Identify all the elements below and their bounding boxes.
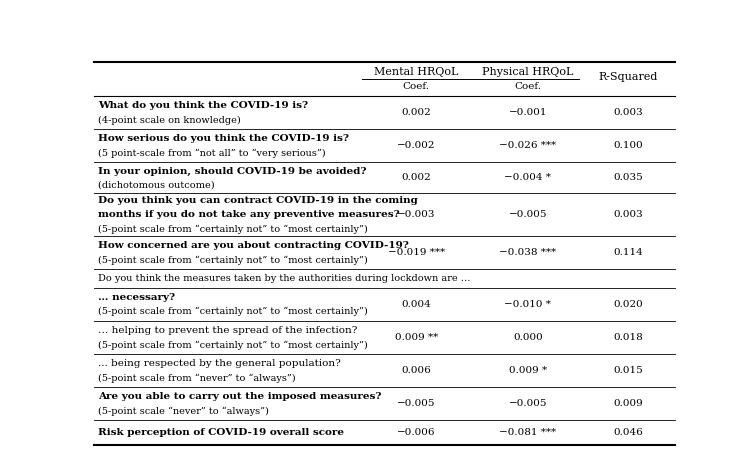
Text: −0.006: −0.006 (397, 428, 436, 437)
Text: −0.038 ***: −0.038 *** (500, 249, 556, 257)
Text: 0.035: 0.035 (614, 173, 644, 183)
Text: Coef.: Coef. (514, 82, 541, 91)
Text: 0.009 **: 0.009 ** (394, 333, 438, 342)
Text: 0.114: 0.114 (614, 249, 644, 257)
Text: How concerned are you about contracting COVID-19?: How concerned are you about contracting … (98, 241, 409, 250)
Text: 0.004: 0.004 (401, 300, 431, 309)
Text: 0.015: 0.015 (614, 366, 644, 375)
Text: (dichotomous outcome): (dichotomous outcome) (98, 180, 214, 189)
Text: −0.026 ***: −0.026 *** (500, 141, 556, 150)
Text: Are you able to carry out the imposed measures?: Are you able to carry out the imposed me… (98, 392, 381, 401)
Text: Do you think you can contract COVID-19 in the coming: Do you think you can contract COVID-19 i… (98, 196, 417, 205)
Text: … necessary?: … necessary? (98, 292, 175, 302)
Text: Mental HRQoL: Mental HRQoL (374, 66, 458, 77)
Text: 0.002: 0.002 (401, 173, 431, 183)
Text: 0.020: 0.020 (614, 300, 644, 309)
Text: −0.005: −0.005 (509, 210, 547, 219)
Text: −0.004 *: −0.004 * (504, 173, 551, 183)
Text: 0.018: 0.018 (614, 333, 644, 342)
Text: 0.009 *: 0.009 * (509, 366, 547, 375)
Text: In your opinion, should COVID-19 be avoided?: In your opinion, should COVID-19 be avoi… (98, 167, 366, 176)
Text: 0.046: 0.046 (614, 428, 644, 437)
Text: 0.006: 0.006 (401, 366, 431, 375)
Text: ... being respected by the general population?: ... being respected by the general popul… (98, 359, 340, 368)
Text: 0.000: 0.000 (513, 333, 542, 342)
Text: 0.003: 0.003 (614, 108, 644, 117)
Text: (5-point scale from “certainly not” to “most certainly”): (5-point scale from “certainly not” to “… (98, 224, 368, 234)
Text: 0.100: 0.100 (614, 141, 644, 150)
Text: −0.002: −0.002 (397, 141, 436, 150)
Text: −0.001: −0.001 (509, 108, 547, 117)
Text: … helping to prevent the spread of the infection?: … helping to prevent the spread of the i… (98, 326, 357, 335)
Text: −0.005: −0.005 (397, 399, 436, 408)
Text: −0.005: −0.005 (509, 399, 547, 408)
Text: 0.003: 0.003 (614, 210, 644, 219)
Text: (5-point scale from “certainly not” to “most certainly”): (5-point scale from “certainly not” to “… (98, 307, 368, 316)
Text: (5-point scale “never” to “always”): (5-point scale “never” to “always”) (98, 406, 268, 416)
Text: How serious do you think the COVID-19 is?: How serious do you think the COVID-19 is… (98, 134, 349, 143)
Text: months if you do not take any preventive measures?: months if you do not take any preventive… (98, 210, 399, 219)
Text: Risk perception of COVID-19 overall score: Risk perception of COVID-19 overall scor… (98, 428, 344, 437)
Text: 0.009: 0.009 (614, 399, 644, 408)
Text: (5 point-scale from “not all” to “very serious”): (5 point-scale from “not all” to “very s… (98, 148, 326, 158)
Text: R-Squared: R-Squared (598, 72, 658, 82)
Text: (5-point scale from “certainly not” to “most certainly”): (5-point scale from “certainly not” to “… (98, 256, 368, 265)
Text: (5-point scale from “never” to “always”): (5-point scale from “never” to “always”) (98, 373, 296, 383)
Text: Coef.: Coef. (403, 82, 430, 91)
Text: (4-point scale on knowledge): (4-point scale on knowledge) (98, 116, 240, 124)
Text: −0.019 ***: −0.019 *** (388, 249, 445, 257)
Text: Physical HRQoL: Physical HRQoL (482, 66, 574, 77)
Text: (5-point scale from “certainly not” to “most certainly”): (5-point scale from “certainly not” to “… (98, 340, 368, 350)
Text: What do you think the COVID-19 is?: What do you think the COVID-19 is? (98, 101, 308, 110)
Text: −0.081 ***: −0.081 *** (500, 428, 556, 437)
Text: 0.002: 0.002 (401, 108, 431, 117)
Text: −0.010 *: −0.010 * (504, 300, 551, 309)
Text: Do you think the measures taken by the authorities during lockdown are …: Do you think the measures taken by the a… (98, 274, 470, 283)
Text: −0.003: −0.003 (397, 210, 436, 219)
